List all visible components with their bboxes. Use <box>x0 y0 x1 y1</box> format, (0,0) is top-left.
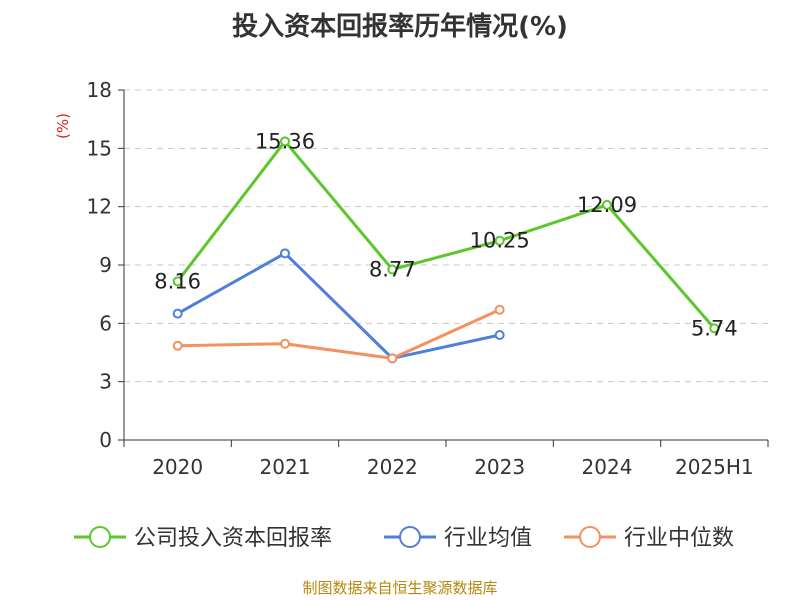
x-tick-label: 2023 <box>474 455 525 479</box>
legend-marker <box>89 526 111 548</box>
data-point <box>280 338 290 349</box>
grid-lines <box>124 89 768 383</box>
y-tick-label: 18 <box>87 78 112 102</box>
data-point <box>172 276 183 287</box>
data-point <box>494 330 505 340</box>
axes: 0 3 6 9 12 15 18 2020 2021 2022 2023 2024 2025H1 (%) <box>54 78 769 479</box>
data-point <box>280 248 290 259</box>
legend-label: 公司投入资本回报率 <box>134 526 332 551</box>
data-point <box>172 308 183 319</box>
y-tick-label: 12 <box>87 195 112 219</box>
data-labels: 8.16 15.36 8.77 10.25 12.09 5.74 <box>154 129 737 340</box>
x-tick-label: 2025H1 <box>675 455 754 479</box>
x-tick-label: 2024 <box>582 455 633 479</box>
data-point <box>387 264 398 275</box>
legend-marker <box>579 526 601 548</box>
y-tick-label: 0 <box>99 428 112 452</box>
chart-title: 投入资本回报率历年情况(%) <box>232 12 568 42</box>
legend: 公司投入资本回报率 行业均值 行业中位数 <box>74 526 734 551</box>
x-tick-label: 2020 <box>152 455 203 479</box>
y-tick-label: 6 <box>99 311 112 335</box>
data-point <box>709 323 720 334</box>
data-label: 10.25 <box>470 229 530 253</box>
data-point <box>172 340 183 351</box>
series-line <box>177 308 501 360</box>
series-line <box>176 251 500 360</box>
data-label: 12.09 <box>577 193 637 217</box>
legend-label: 行业中位数 <box>624 526 734 551</box>
y-axis-label: (%) <box>54 113 72 139</box>
data-label: 8.77 <box>369 257 416 281</box>
series-line <box>176 139 716 330</box>
data-label: 8.16 <box>154 269 201 293</box>
y-tick-label: 9 <box>99 253 112 277</box>
x-tick-label: 2022 <box>367 455 418 479</box>
data-label: 15.36 <box>255 129 315 153</box>
data-point <box>387 353 398 364</box>
data-point <box>602 199 612 210</box>
source-note: 制图数据来自恒生聚源数据库 <box>302 579 498 597</box>
data-point <box>280 136 290 147</box>
y-tick-label: 3 <box>99 370 112 394</box>
x-tick-label: 2021 <box>260 455 311 479</box>
data-label: 5.74 <box>691 316 738 340</box>
series-lines <box>172 136 720 364</box>
data-point <box>494 304 505 315</box>
data-point <box>494 235 505 246</box>
legend-marker <box>399 526 421 548</box>
legend-label: 行业均值 <box>444 526 532 551</box>
y-tick-label: 15 <box>87 136 112 160</box>
